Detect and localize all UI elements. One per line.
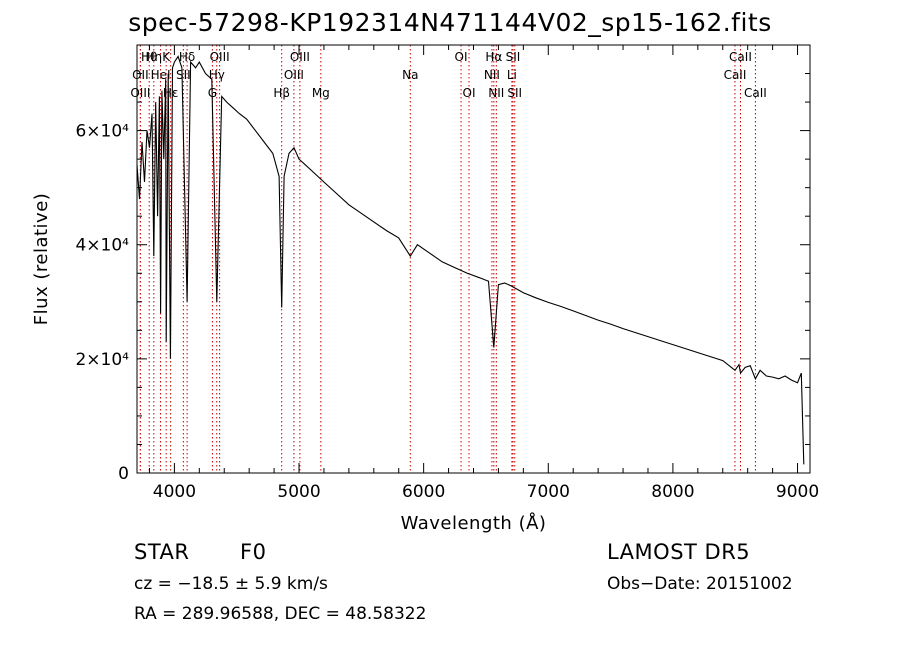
coordinates-label: RA = 289.96588, DEC = 48.58322	[134, 604, 427, 624]
spectrum-line	[136, 55, 805, 465]
line-label-nii: NII	[488, 86, 504, 100]
x-tick-label: 4000	[153, 482, 196, 502]
line-label-oi: OI	[463, 86, 476, 100]
line-label-oiii: OIII	[210, 50, 230, 64]
survey-label: LAMOST DR5	[607, 540, 751, 564]
x-tick-label: 7000	[527, 482, 570, 502]
y-axis-label: Flux (relative)	[31, 193, 52, 326]
line-label-hei: HeI	[151, 68, 171, 82]
line-label-caii: CaII	[729, 50, 752, 64]
line-label-sii: SII	[176, 68, 191, 82]
x-axis-label: Wavelength (Å)	[401, 512, 547, 534]
object-subclass: F0	[240, 540, 267, 564]
line-label-oiii: OIII	[284, 68, 304, 82]
line-label-caii: CaII	[744, 86, 767, 100]
line-label-mg: Mg	[312, 86, 330, 100]
obs-date-label: Obs−Date: 20151002	[607, 574, 793, 594]
line-label-hα: Hα	[485, 50, 502, 64]
x-tick-label: 8000	[651, 482, 694, 502]
line-label-hθ: Hθ	[141, 50, 157, 64]
line-label-hε: Hε	[163, 86, 179, 100]
y-tick-label: 2×10⁴	[75, 350, 129, 370]
y-tick-label: 4×10⁴	[75, 236, 129, 256]
plot-frame	[136, 44, 811, 474]
x-tick-label: 9000	[776, 482, 819, 502]
line-label-g: G	[208, 86, 217, 100]
line-label-oii: OII	[132, 68, 149, 82]
redshift-label: cz = −18.5 ± 5.9 km/s	[134, 574, 328, 594]
y-tick-label: 6×10⁴	[75, 122, 129, 142]
line-label-hδ: Hδ	[179, 50, 195, 64]
line-label-sii: SII	[507, 86, 522, 100]
x-tick-label: 6000	[402, 482, 445, 502]
line-label-hη: Hη	[146, 50, 163, 64]
chart-title: spec-57298-KP192314N471144V02_sp15-162.f…	[128, 8, 772, 37]
line-label-oi: OI	[455, 50, 468, 64]
line-label-nii: NII	[484, 68, 500, 82]
line-label-hγ: Hγ	[209, 68, 225, 82]
line-label-hβ: Hβ	[273, 86, 290, 100]
line-label-k: K	[162, 50, 171, 64]
y-tick-label: 0	[118, 464, 129, 484]
line-label-caii: CaII	[724, 68, 747, 82]
line-label-oiii: OIII	[130, 86, 150, 100]
line-label-oiii: OIII	[290, 50, 310, 64]
line-label-sii: SII	[506, 50, 521, 64]
x-tick-label: 5000	[277, 482, 320, 502]
line-label-li: Li	[507, 68, 517, 82]
line-label-na: Na	[402, 68, 418, 82]
object-class: STAR	[134, 540, 190, 564]
